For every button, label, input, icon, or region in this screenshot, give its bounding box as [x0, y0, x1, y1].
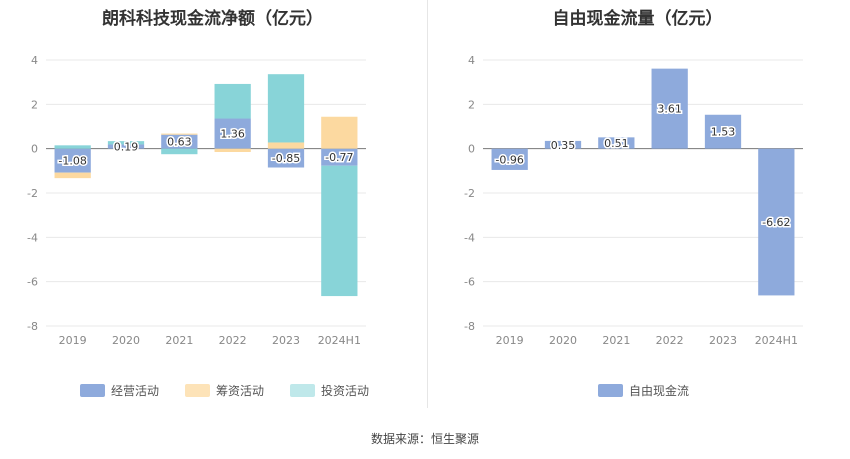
data-source: 数据来源：恒生聚源 — [370, 432, 479, 446]
legend-free-cashflow: 自由现金流 — [598, 382, 715, 399]
data-label-1-0-2: 0.51 — [604, 137, 629, 150]
legend-swatch-financing — [185, 384, 211, 397]
y-tick-label-0-0: 4 — [31, 54, 38, 67]
chart-title-free-cashflow: 自由现金流量（亿元） — [552, 9, 723, 29]
legend-swatch-operating — [80, 384, 105, 397]
bar-0-1-4 — [267, 142, 305, 149]
data-label-0-0-5: -0.77 — [325, 151, 353, 164]
bar-0-0-3 — [214, 118, 251, 149]
bar-0-1-2 — [161, 133, 198, 135]
bar-0-0-2 — [161, 134, 198, 149]
x-tick-label-0-1: 2020 — [112, 334, 140, 347]
y-tick-label-1-5: -6 — [464, 276, 475, 289]
data-label-0-0-4: -0.85 — [272, 152, 300, 165]
bar-1-0-4 — [704, 114, 742, 149]
bar-0-2-3 — [214, 83, 251, 119]
x-tick-label-1-5: 2024H1 — [755, 334, 798, 347]
y-tick-label-1-3: -2 — [464, 187, 475, 200]
x-tick-label-0-2: 2021 — [165, 334, 193, 347]
data-label-1-0-0: -0.96 — [495, 153, 523, 166]
legend-swatch-investing — [290, 384, 316, 397]
chart-title-cashflow: 朗科科技现金流净额（亿元） — [102, 9, 323, 29]
data-label-0-0-3: 1.36 — [220, 128, 245, 141]
bar-1-0-5 — [758, 148, 795, 296]
y-tick-label-0-4: -4 — [27, 231, 38, 244]
bar-0-2-1 — [107, 141, 145, 145]
y-tick-label-1-2: 0 — [468, 143, 475, 156]
x-tick-label-0-0: 2019 — [59, 334, 87, 347]
bar-0-2-5 — [321, 165, 358, 297]
data-label-1-0-4: 1.53 — [711, 126, 736, 139]
data-label-0-0-0: -1.08 — [58, 155, 86, 168]
data-label-1-0-1: 0.35 — [551, 139, 576, 152]
bar-1-0-1 — [544, 140, 582, 149]
data-label-1-0-3: 3.61 — [657, 103, 682, 116]
bar-0-1-5 — [321, 116, 358, 149]
bar-0-0-0 — [54, 148, 91, 173]
bar-0-1-0 — [54, 172, 91, 179]
legend-label-financing: 筹资活动 — [216, 384, 265, 398]
y-tick-label-0-3: -2 — [27, 187, 38, 200]
x-tick-label-1-3: 2022 — [656, 334, 684, 347]
y-tick-label-1-6: -8 — [464, 320, 475, 333]
legend-item-financing[interactable]: 筹资活动 — [185, 382, 264, 399]
bar-1-0-0 — [491, 148, 528, 170]
x-tick-label-1-0: 2019 — [496, 334, 524, 347]
legend-swatch-free-cashflow — [598, 384, 623, 397]
bar-1-0-3 — [651, 68, 688, 149]
legend-item-investing[interactable]: 投资活动 — [290, 382, 369, 399]
bar-0-2-4 — [267, 74, 305, 143]
x-tick-label-1-2: 2021 — [602, 334, 630, 347]
y-tick-label-0-6: -8 — [27, 320, 38, 333]
data-label-0-0-1: 0.19 — [114, 141, 139, 154]
x-tick-label-1-1: 2020 — [549, 334, 577, 347]
bar-0-0-1 — [107, 144, 145, 149]
data-label-0-0-2: 0.63 — [167, 136, 192, 149]
legend-cashflow: 经营活动 筹资活动 投资活动 — [80, 382, 395, 399]
panel-divider — [427, 0, 428, 408]
legend-label-investing: 投资活动 — [321, 384, 370, 398]
bar-1-0-2 — [598, 137, 635, 149]
y-tick-label-0-1: 2 — [31, 98, 38, 111]
y-tick-label-1-4: -4 — [464, 231, 475, 244]
x-tick-label-0-3: 2022 — [219, 334, 247, 347]
x-tick-label-1-4: 2023 — [709, 334, 737, 347]
y-tick-label-1-0: 4 — [468, 54, 475, 67]
legend-label-operating: 经营活动 — [111, 384, 160, 398]
y-tick-label-1-1: 2 — [468, 98, 475, 111]
bar-0-1-3 — [214, 148, 251, 152]
bar-0-2-0 — [54, 145, 91, 149]
legend-item-operating[interactable]: 经营活动 — [80, 382, 159, 399]
x-tick-label-0-5: 2024H1 — [318, 334, 361, 347]
y-tick-label-0-2: 0 — [31, 143, 38, 156]
legend-label-free-cashflow: 自由现金流 — [629, 384, 690, 398]
legend-item-free-cashflow[interactable]: 自由现金流 — [598, 382, 689, 399]
data-label-1-0-5: -6.62 — [762, 216, 790, 229]
bar-0-0-5 — [321, 148, 358, 166]
y-tick-label-0-5: -6 — [27, 276, 38, 289]
bar-0-0-4 — [267, 148, 305, 168]
bar-0-2-2 — [161, 148, 198, 155]
x-tick-label-0-4: 2023 — [272, 334, 300, 347]
